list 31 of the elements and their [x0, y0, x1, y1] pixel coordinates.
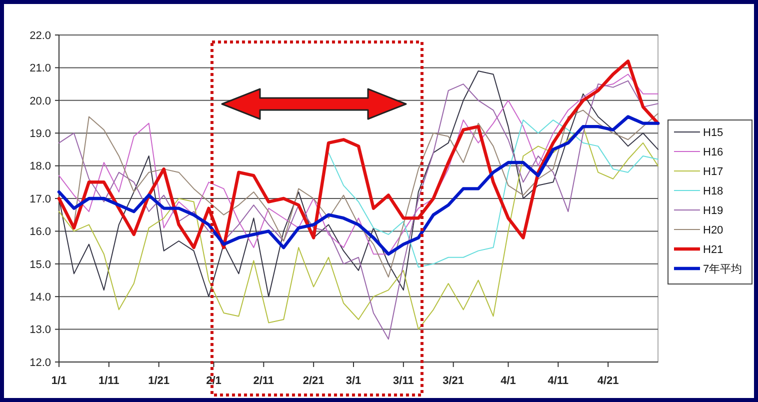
y-tick-label: 19.0 [30, 128, 51, 140]
y-tick-label: 14.0 [30, 291, 51, 304]
y-tick-label: 16.0 [30, 226, 51, 238]
y-tick-label: 20.0 [30, 95, 51, 108]
legend-label: H21 [703, 244, 724, 256]
x-tick-label: 1/21 [148, 375, 170, 387]
x-tick-label: 3/11 [393, 375, 414, 387]
y-tick-label: 15.0 [30, 258, 51, 271]
legend-label: H20 [703, 224, 724, 236]
x-tick-label: 4/21 [597, 375, 619, 387]
y-tick-label: 18.0 [30, 160, 51, 173]
y-tick-label: 13.0 [30, 324, 51, 336]
y-tick-label: 12.0 [30, 356, 51, 369]
legend-label: H17 [703, 166, 724, 178]
x-tick-label: 1/11 [98, 375, 120, 387]
x-tick-label: 2/11 [253, 375, 274, 387]
x-tick-label: 4/1 [500, 375, 516, 387]
y-tick-label: 22.0 [30, 30, 51, 42]
x-tick-label: 3/1 [346, 375, 362, 387]
legend-label: H19 [703, 204, 724, 217]
x-tick-label: 3/21 [442, 375, 464, 387]
y-tick-label: 21.0 [30, 62, 51, 75]
legend-label: H16 [703, 146, 724, 158]
x-tick-label: 2/21 [302, 375, 324, 387]
x-tick-label: 2/1 [206, 375, 222, 387]
legend-label: H15 [703, 126, 724, 139]
legend-label: 7年平均 [703, 263, 742, 276]
y-tick-label: 17.0 [30, 193, 51, 206]
legend-label: H18 [703, 185, 724, 198]
x-tick-label: 1/1 [51, 375, 67, 387]
x-tick-label: 4/11 [548, 375, 569, 387]
